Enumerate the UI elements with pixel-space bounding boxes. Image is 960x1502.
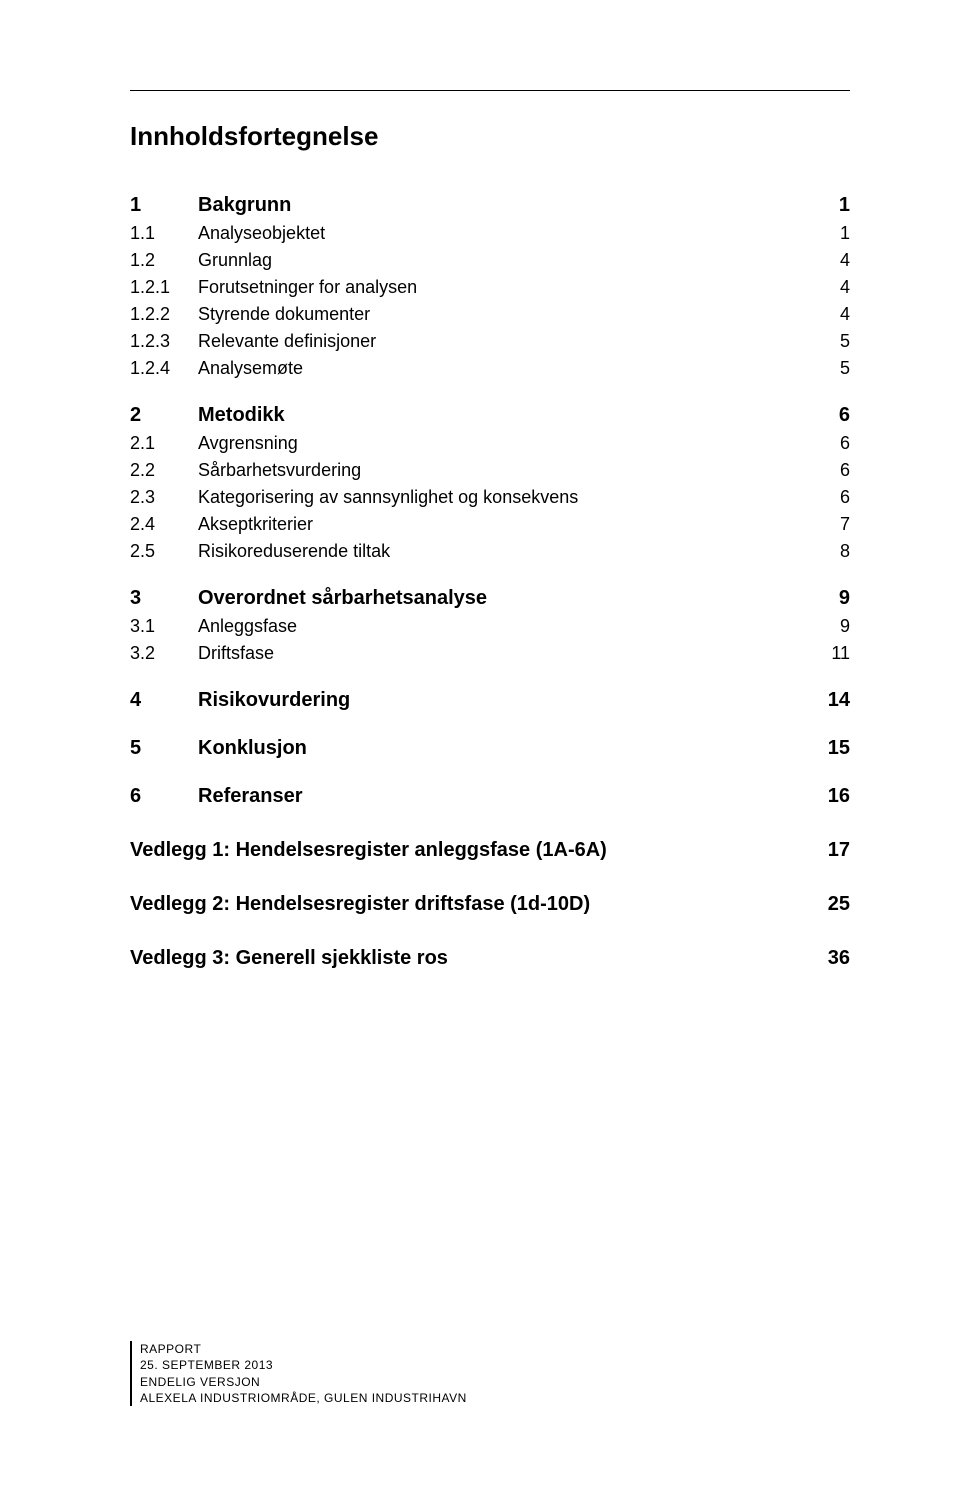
toc-label: Risikovurdering (198, 685, 810, 715)
toc-entry: 2 Metodikk 6 (130, 400, 850, 430)
toc-entry: 2.5 Risikoreduserende tiltak 8 (130, 538, 850, 565)
toc-entry: 4 Risikovurdering 14 (130, 685, 850, 715)
toc-page: 1 (810, 190, 850, 220)
toc-label: Vedlegg 1: Hendelsesregister anleggsfase… (130, 835, 810, 865)
toc-page: 11 (810, 640, 850, 667)
toc-entry: 2.2 Sårbarhetsvurdering 6 (130, 457, 850, 484)
footer-line: ALEXELA INDUSTRIOMRÅDE, GULEN INDUSTRIHA… (140, 1390, 467, 1406)
toc-page: 16 (810, 781, 850, 811)
toc-page: 4 (810, 274, 850, 301)
toc-num: 3 (130, 583, 198, 613)
toc-appendix: Vedlegg 1: Hendelsesregister anleggsfase… (130, 835, 850, 865)
toc-page: 17 (810, 835, 850, 865)
toc-num: 1.2.4 (130, 355, 198, 382)
toc-label: Overordnet sårbarhetsanalyse (198, 583, 810, 613)
footer-line: 25. SEPTEMBER 2013 (140, 1357, 467, 1373)
toc-entry: 5 Konklusjon 15 (130, 733, 850, 763)
toc-label: Forutsetninger for analysen (198, 274, 810, 301)
toc-page: 6 (810, 400, 850, 430)
toc-num: 1.2 (130, 247, 198, 274)
toc-page: 14 (810, 685, 850, 715)
footer-line: RAPPORT (140, 1341, 467, 1357)
toc-entry: 1.2.2 Styrende dokumenter 4 (130, 301, 850, 328)
document-page: Innholdsfortegnelse 1 Bakgrunn 1 1.1 Ana… (0, 0, 960, 1502)
toc-entry: 1.1 Analyseobjektet 1 (130, 220, 850, 247)
toc-label: Relevante definisjoner (198, 328, 810, 355)
toc-page: 36 (810, 943, 850, 973)
toc-label: Anleggsfase (198, 613, 810, 640)
toc-appendix: Vedlegg 2: Hendelsesregister driftsfase … (130, 889, 850, 919)
toc-label: Vedlegg 2: Hendelsesregister driftsfase … (130, 889, 810, 919)
toc-entry: 2.1 Avgrensning 6 (130, 430, 850, 457)
footer: RAPPORT 25. SEPTEMBER 2013 ENDELIG VERSJ… (130, 1341, 467, 1406)
toc-entry: 2.4 Akseptkriterier 7 (130, 511, 850, 538)
toc-num: 1.2.1 (130, 274, 198, 301)
toc-num: 4 (130, 685, 198, 715)
toc-label: Avgrensning (198, 430, 810, 457)
toc-page: 6 (810, 484, 850, 511)
toc-entry: 1.2.3 Relevante definisjoner 5 (130, 328, 850, 355)
toc-num: 1 (130, 190, 198, 220)
toc-page: 8 (810, 538, 850, 565)
toc-page: 9 (810, 583, 850, 613)
toc-num: 5 (130, 733, 198, 763)
toc-page: 5 (810, 355, 850, 382)
toc-num: 3.1 (130, 613, 198, 640)
toc-num: 2.4 (130, 511, 198, 538)
toc-page: 6 (810, 430, 850, 457)
toc-num: 3.2 (130, 640, 198, 667)
toc-label: Metodikk (198, 400, 810, 430)
toc-entry: 3 Overordnet sårbarhetsanalyse 9 (130, 583, 850, 613)
toc-body: 1 Bakgrunn 1 1.1 Analyseobjektet 1 1.2 G… (130, 190, 850, 973)
toc-num: 1.2.3 (130, 328, 198, 355)
toc-entry: 1.2.1 Forutsetninger for analysen 4 (130, 274, 850, 301)
toc-page: 4 (810, 301, 850, 328)
toc-num: 2.3 (130, 484, 198, 511)
toc-entry: 2.3 Kategorisering av sannsynlighet og k… (130, 484, 850, 511)
footer-line: ENDELIG VERSJON (140, 1374, 467, 1390)
toc-num: 1.1 (130, 220, 198, 247)
toc-label: Kategorisering av sannsynlighet og konse… (198, 484, 810, 511)
toc-entry: 6 Referanser 16 (130, 781, 850, 811)
toc-page: 15 (810, 733, 850, 763)
toc-num: 2.2 (130, 457, 198, 484)
toc-label: Vedlegg 3: Generell sjekkliste ros (130, 943, 810, 973)
toc-label: Bakgrunn (198, 190, 810, 220)
toc-title: Innholdsfortegnelse (130, 121, 850, 152)
toc-page: 4 (810, 247, 850, 274)
toc-entry: 1.2.4 Analysemøte 5 (130, 355, 850, 382)
toc-entry: 3.1 Anleggsfase 9 (130, 613, 850, 640)
toc-page: 7 (810, 511, 850, 538)
toc-label: Analysemøte (198, 355, 810, 382)
toc-num: 6 (130, 781, 198, 811)
toc-num: 2.5 (130, 538, 198, 565)
toc-label: Sårbarhetsvurdering (198, 457, 810, 484)
toc-label: Risikoreduserende tiltak (198, 538, 810, 565)
toc-label: Konklusjon (198, 733, 810, 763)
top-rule (130, 90, 850, 91)
toc-page: 9 (810, 613, 850, 640)
toc-num: 1.2.2 (130, 301, 198, 328)
toc-label: Grunnlag (198, 247, 810, 274)
toc-page: 1 (810, 220, 850, 247)
toc-label: Driftsfase (198, 640, 810, 667)
toc-num: 2.1 (130, 430, 198, 457)
toc-label: Styrende dokumenter (198, 301, 810, 328)
toc-entry: 3.2 Driftsfase 11 (130, 640, 850, 667)
toc-page: 25 (810, 889, 850, 919)
toc-page: 6 (810, 457, 850, 484)
toc-appendix: Vedlegg 3: Generell sjekkliste ros 36 (130, 943, 850, 973)
toc-entry: 1.2 Grunnlag 4 (130, 247, 850, 274)
toc-num: 2 (130, 400, 198, 430)
toc-label: Akseptkriterier (198, 511, 810, 538)
toc-label: Referanser (198, 781, 810, 811)
toc-label: Analyseobjektet (198, 220, 810, 247)
toc-page: 5 (810, 328, 850, 355)
toc-entry: 1 Bakgrunn 1 (130, 190, 850, 220)
